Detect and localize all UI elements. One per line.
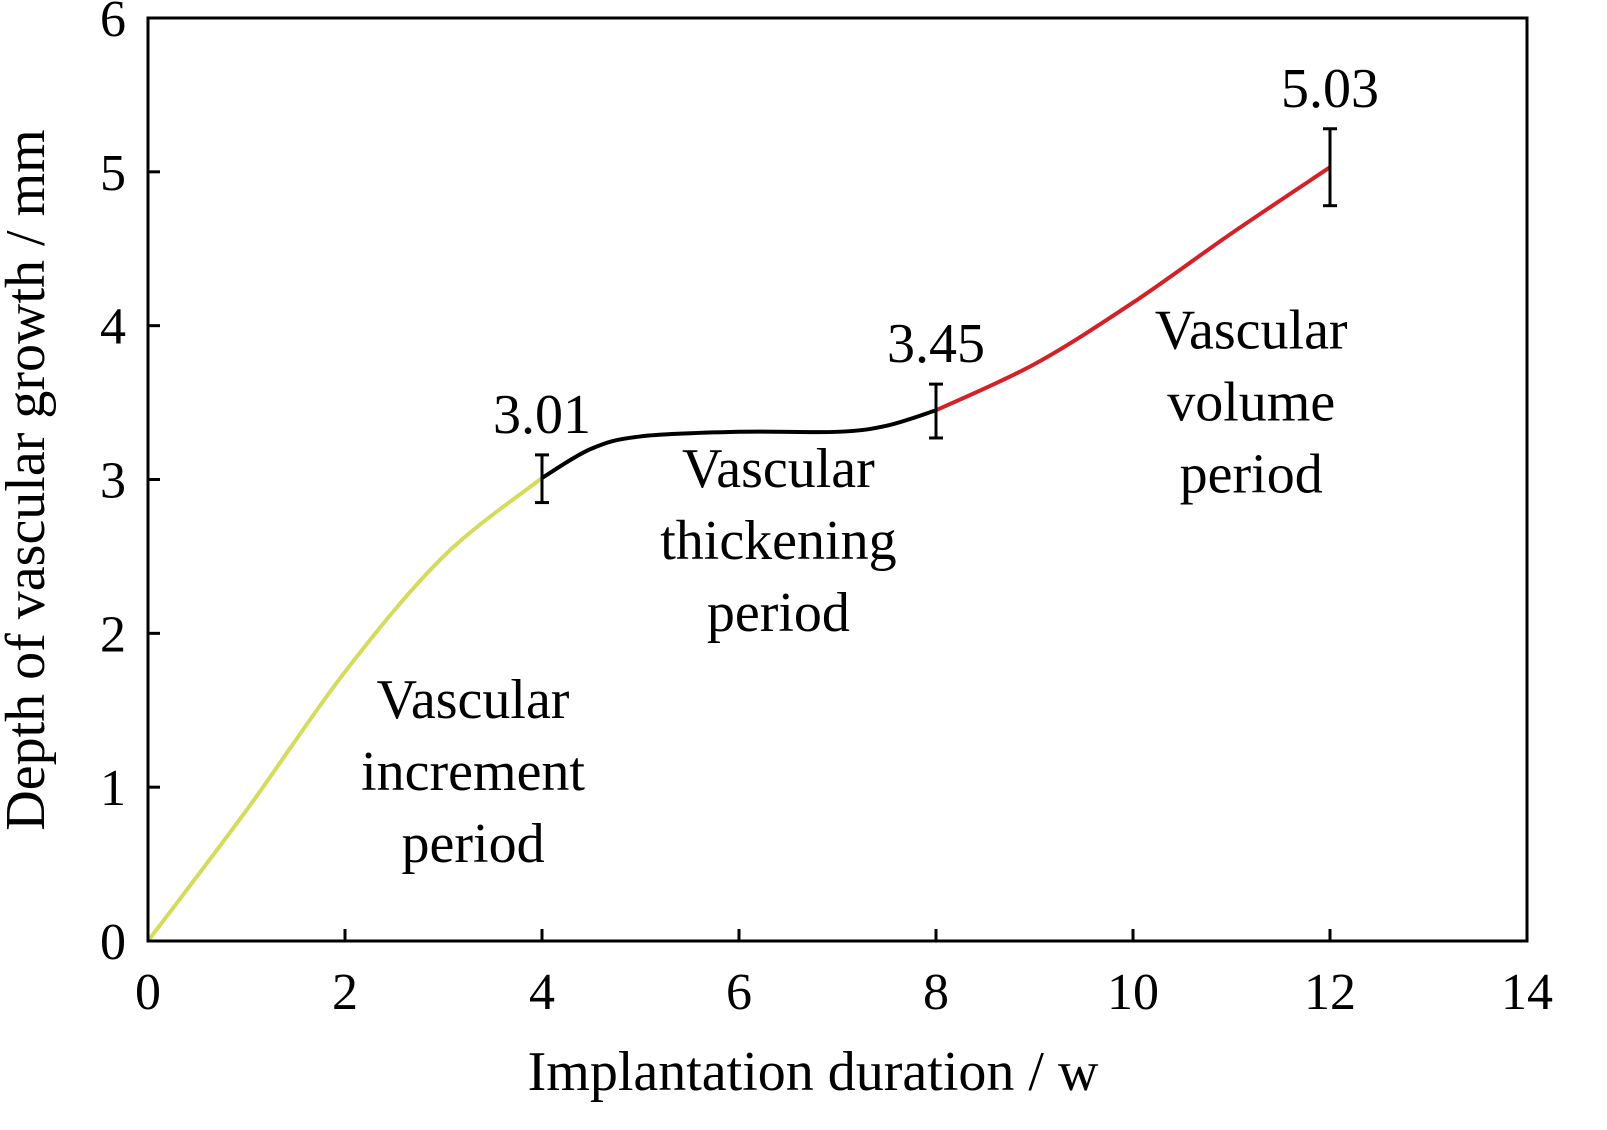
x-tick-label: 2 <box>332 964 358 1021</box>
data-label: 5.03 <box>1281 58 1379 120</box>
error-bar <box>535 453 549 505</box>
error-bar <box>1323 127 1337 208</box>
y-tick-label: 3 <box>100 453 126 510</box>
error-bar <box>929 382 943 440</box>
x-tick-label: 14 <box>1501 964 1553 1021</box>
series-line-1 <box>540 408 937 480</box>
y-tick-label: 0 <box>100 914 126 971</box>
x-tick-label: 8 <box>923 964 949 1021</box>
period-annotation: Vascular thickening period <box>660 438 896 644</box>
y-tick-label: 5 <box>100 145 126 202</box>
x-tick-label: 12 <box>1304 964 1356 1021</box>
x-tick-label: 4 <box>529 964 555 1021</box>
x-tick-label: 0 <box>135 964 161 1021</box>
series-line-0 <box>146 476 544 943</box>
y-axis-label: Depth of vascular growth / mm <box>0 129 57 830</box>
y-tick-label: 2 <box>100 606 126 663</box>
x-tick-label: 6 <box>726 964 752 1021</box>
period-annotation: Vascular increment period <box>361 669 585 875</box>
x-axis-label: Implantation duration / w <box>528 1041 1099 1103</box>
x-tick-label: 10 <box>1107 964 1159 1021</box>
y-tick-label: 1 <box>100 760 126 817</box>
period-annotation: Vascular volume period <box>1155 300 1348 506</box>
y-tick-label: 4 <box>100 299 126 356</box>
data-label: 3.01 <box>493 384 591 446</box>
data-label: 3.45 <box>887 313 985 375</box>
y-tick-label: 6 <box>100 0 126 48</box>
series-line-2 <box>935 165 1332 413</box>
